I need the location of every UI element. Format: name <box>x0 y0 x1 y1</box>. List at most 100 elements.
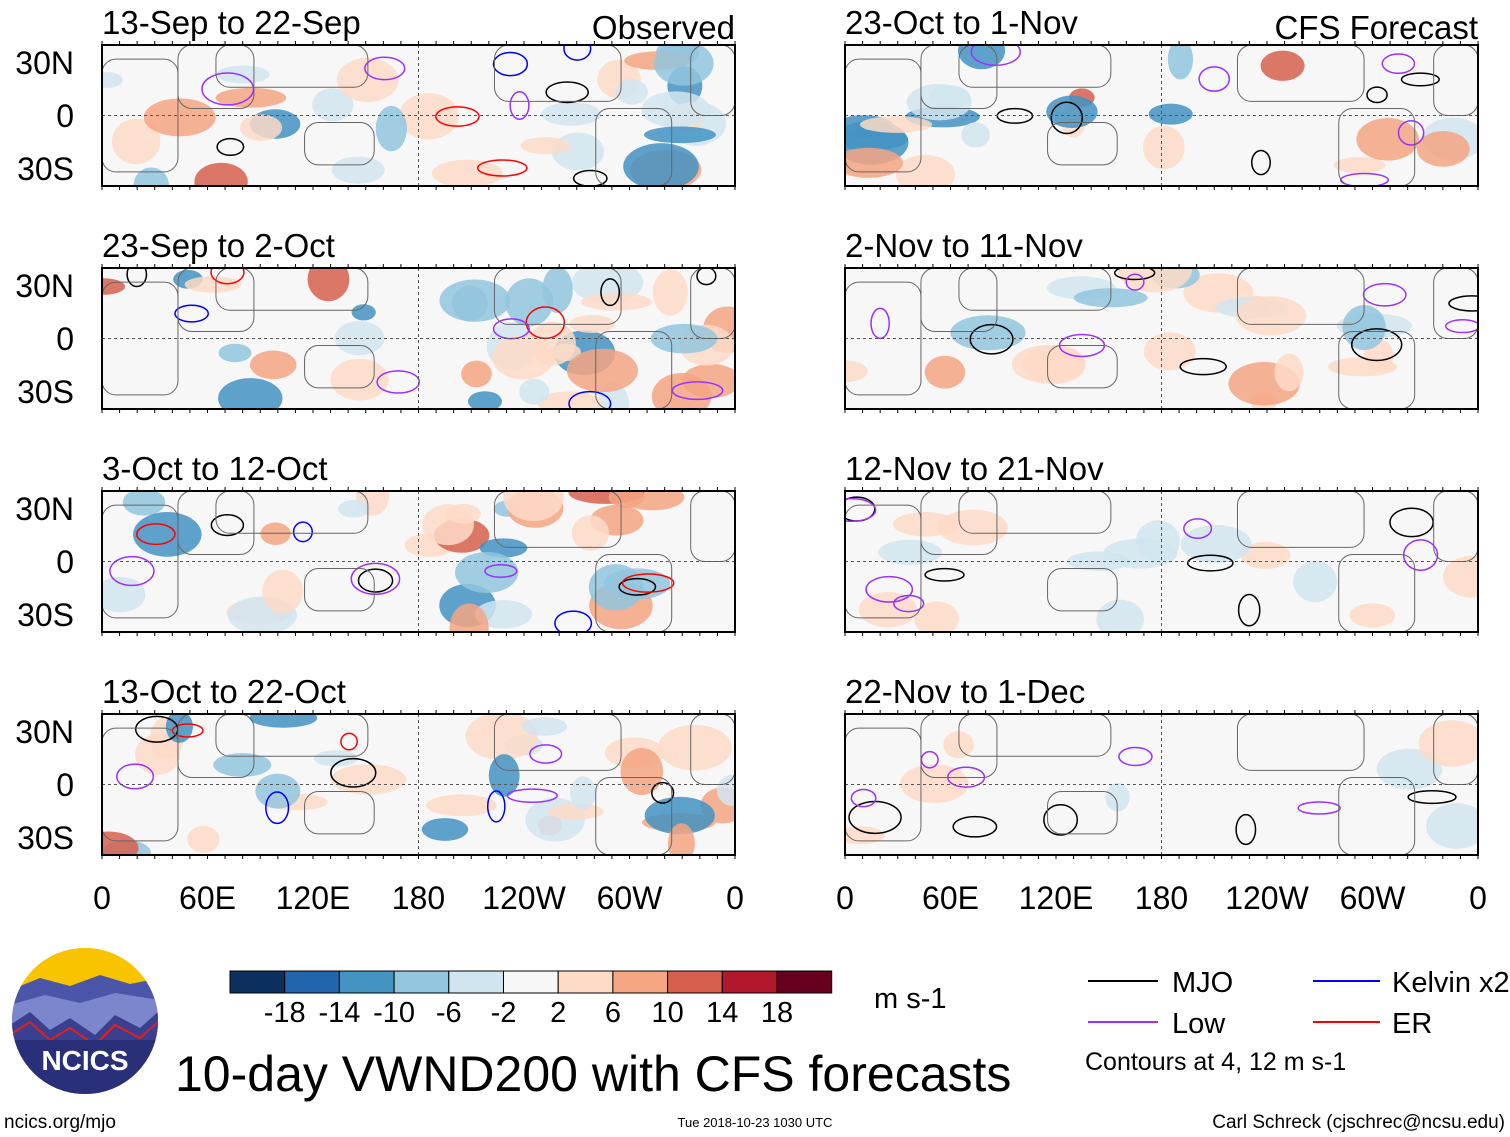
contour <box>1125 273 1145 291</box>
colorbar-level-label: -10 <box>373 997 415 1029</box>
continent-outline <box>102 727 179 842</box>
colorbar-level-label: 6 <box>605 997 621 1029</box>
wind-anomaly-blob <box>682 363 735 399</box>
contour <box>1183 518 1213 539</box>
wind-anomaly-blob <box>717 774 735 806</box>
wind-anomaly-blob <box>398 93 459 140</box>
y-tick-label: 30N <box>15 491 74 527</box>
wind-anomaly-blob <box>102 831 139 855</box>
colorbar-swatch <box>776 970 833 994</box>
contour <box>892 594 925 613</box>
x-tick-label: 60W <box>597 880 664 916</box>
panel-title: 22-Nov to 1-Dec <box>845 673 1085 710</box>
colorbar-level-label: -14 <box>318 997 360 1029</box>
wind-anomaly-blob <box>338 499 371 518</box>
continent-outline <box>1236 714 1365 771</box>
panel-title: 2-Nov to 11-Nov <box>845 227 1083 264</box>
contour <box>563 45 592 61</box>
contour-note: Contours at 4, 12 m s-1 <box>1085 1048 1346 1076</box>
wind-anomaly-blob <box>474 600 533 629</box>
wind-anomaly-blob <box>455 551 519 594</box>
colorbar-swatch <box>557 970 614 994</box>
continent-outline <box>595 330 673 409</box>
colorbar-swatch <box>338 970 395 994</box>
continent-outline <box>845 281 922 396</box>
contour <box>1186 554 1234 572</box>
footer-url[interactable]: ncics.org/mjo <box>4 1112 116 1133</box>
contour <box>621 573 675 593</box>
wind-anomaly-blob <box>216 65 270 84</box>
wind-anomaly-blob <box>1096 599 1144 632</box>
contour <box>1179 357 1227 376</box>
map-panel: 13-Sep to 22-Sep Observed 30N 0 30S <box>15 4 736 190</box>
legend-label-kelvin: Kelvin x2 <box>1392 967 1510 999</box>
continent-outline <box>177 268 255 332</box>
colorbar-units: m s-1 <box>874 983 947 1015</box>
colorbar-swatch <box>448 970 504 994</box>
wind-anomaly-blob <box>845 127 909 151</box>
wind-anomaly-blob <box>505 278 554 327</box>
wind-anomaly-blob <box>570 776 596 810</box>
continent-outline <box>1047 122 1118 166</box>
contour <box>509 91 530 120</box>
wind-anomaly-blob <box>102 71 123 89</box>
y-tick-label: 0 <box>56 544 74 580</box>
wind-anomaly-blob <box>551 343 582 361</box>
x-tick-label: 120E <box>276 880 351 916</box>
contour <box>870 307 890 340</box>
wind-anomaly-blob <box>1443 556 1478 598</box>
wind-anomaly-blob <box>906 83 972 121</box>
wind-anomaly-blob <box>1349 603 1396 628</box>
contour <box>265 791 290 825</box>
continent-outline <box>1047 568 1118 612</box>
wind-anomaly-blob <box>1235 296 1307 336</box>
wind-anomaly-blob <box>143 98 216 137</box>
panel-title: 12-Nov to 21-Nov <box>845 450 1104 487</box>
y-tick-label: 30N <box>15 268 74 304</box>
continent-outline <box>493 714 622 771</box>
colorbar-level-label: -18 <box>264 997 306 1029</box>
wind-anomaly-blob <box>644 796 715 835</box>
wind-anomaly-blob <box>878 539 942 565</box>
contour <box>292 521 313 543</box>
column-header: Observed <box>592 9 735 46</box>
contour <box>1448 295 1478 312</box>
wind-anomaly-blob <box>924 355 966 389</box>
continent-outline <box>215 714 369 757</box>
y-tick-label: 0 <box>56 321 74 357</box>
footer-credit: Carl Schreck (cjschrec@ncsu.edu) <box>1212 1112 1505 1133</box>
panel-title: 23-Sep to 2-Oct <box>102 227 335 264</box>
continent-outline <box>690 491 735 562</box>
continent-outline <box>102 281 179 396</box>
wind-anomaly-blob <box>653 45 714 86</box>
continent-outline <box>920 491 998 555</box>
continent-outline <box>1047 791 1118 835</box>
contour <box>970 45 1022 67</box>
continent-outline <box>1338 776 1416 855</box>
column-header: CFS Forecast <box>1274 9 1478 46</box>
continent-outline <box>215 45 369 88</box>
wind-anomaly-blob <box>542 268 573 313</box>
contour <box>1237 593 1261 627</box>
continent-outline <box>304 568 375 612</box>
wind-anomaly-blob <box>1376 748 1443 790</box>
wind-anomaly-blob <box>255 773 301 809</box>
wind-anomaly-blob <box>111 118 161 165</box>
contour <box>572 169 608 186</box>
wind-anomaly-blob <box>521 717 568 736</box>
contour <box>1350 328 1403 362</box>
wind-anomaly-blob <box>213 753 272 777</box>
wind-anomaly-blob <box>1143 332 1196 371</box>
wind-anomaly-blob <box>249 714 318 728</box>
contour <box>1043 804 1079 836</box>
y-tick-label: 30S <box>17 151 74 187</box>
contour <box>1235 813 1257 846</box>
contour <box>651 781 675 804</box>
x-tick-label: 0 <box>726 880 744 916</box>
wind-anomaly-blob <box>571 515 610 551</box>
x-tick-label: 180 <box>392 880 445 916</box>
footer-timestamp: Tue 2018-10-23 1030 UTC <box>678 1115 833 1130</box>
colorbar-swatch <box>612 970 669 994</box>
contour <box>1400 72 1440 87</box>
contour <box>845 497 877 523</box>
